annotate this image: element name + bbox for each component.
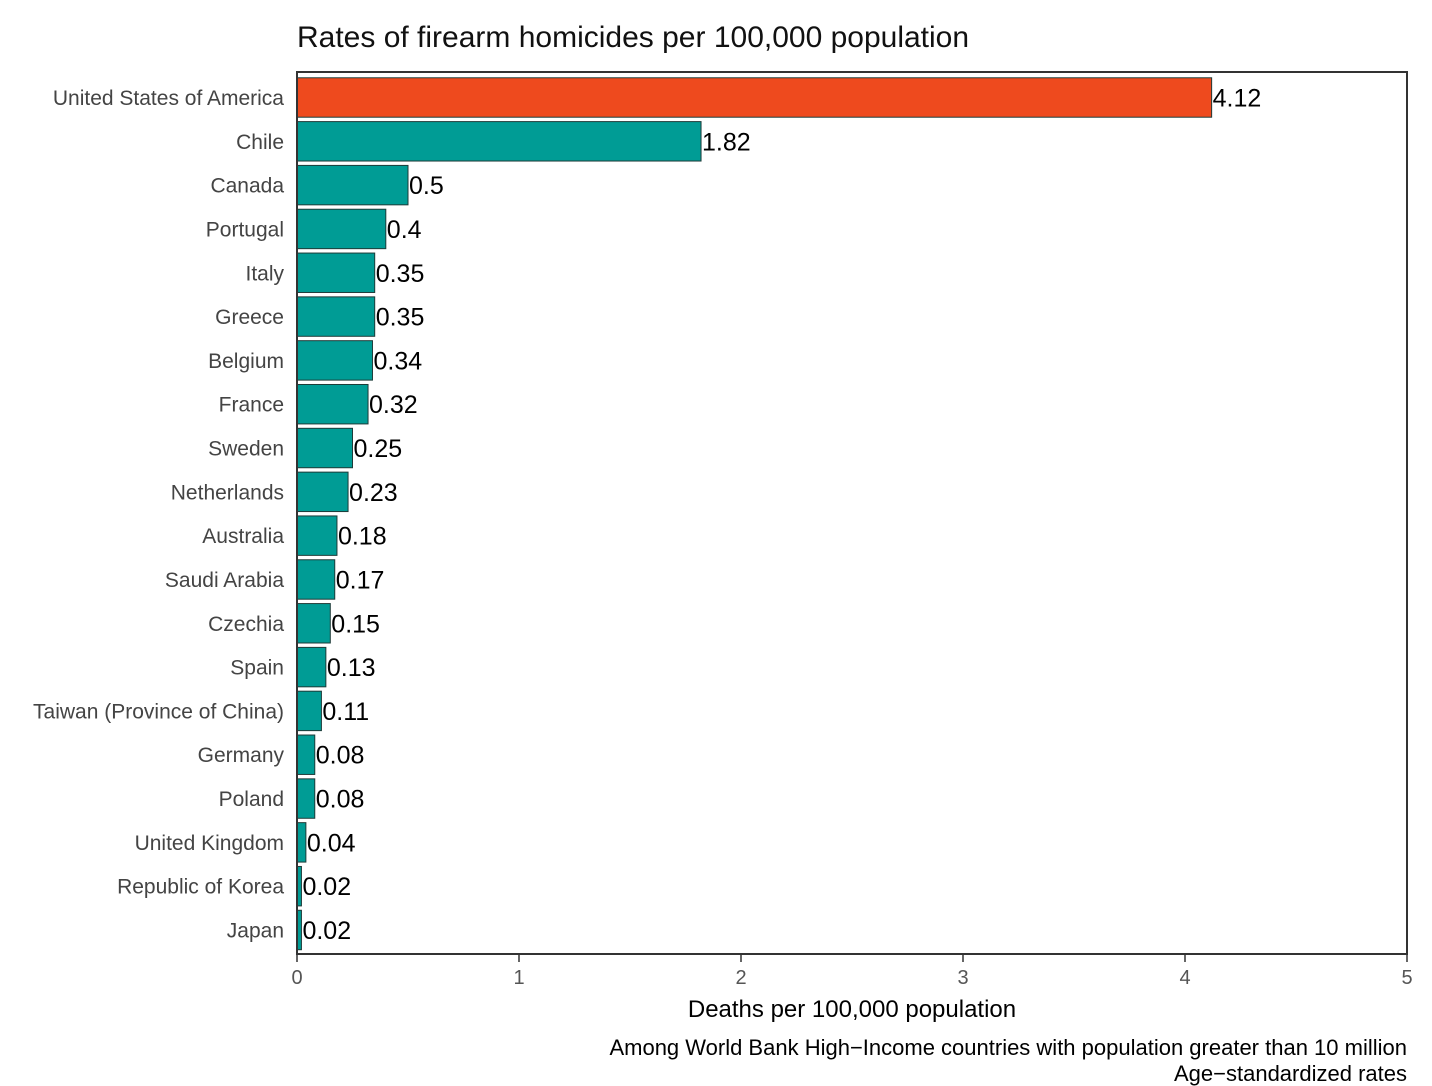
value-label: 0.18: [338, 523, 387, 551]
value-label: 0.08: [316, 786, 365, 814]
bar: [296, 252, 376, 293]
category-label: Chile: [236, 131, 284, 154]
bar: [296, 340, 373, 381]
x-tick-label: 4: [1179, 967, 1190, 989]
bar: [296, 208, 387, 250]
value-label: 0.34: [373, 347, 422, 375]
value-label: 0.13: [327, 654, 376, 682]
bar: [296, 515, 338, 556]
x-tick-label: 2: [735, 967, 746, 989]
category-label: Poland: [219, 788, 284, 811]
category-label: Portugal: [206, 218, 284, 241]
category-label: Taiwan (Province of China): [33, 700, 284, 723]
category-label: Canada: [210, 175, 284, 198]
x-tick-label: 1: [513, 967, 524, 989]
value-label: 0.23: [349, 479, 398, 507]
value-label: 0.15: [331, 610, 380, 638]
bar: [296, 559, 336, 600]
value-label: 0.17: [336, 566, 385, 594]
bar: [296, 603, 331, 644]
bar: [296, 646, 327, 688]
category-label: Germany: [198, 744, 285, 767]
category-label: Greece: [215, 306, 284, 329]
category-label: United States of America: [53, 87, 284, 110]
category-label: Australia: [202, 525, 284, 548]
category-label: Saudi Arabia: [165, 569, 284, 592]
chart-title: Rates of firearm homicides per 100,000 p…: [297, 21, 969, 54]
bar: [296, 822, 307, 863]
value-label: 0.04: [307, 829, 356, 857]
value-label: 0.35: [376, 304, 425, 332]
bar: [296, 164, 409, 206]
value-label: 0.5: [409, 172, 444, 200]
x-axis-ticks: 0 1 2 3 4 5: [291, 954, 1413, 989]
value-label: 0.4: [387, 216, 422, 244]
footnote-age-standardized: Age−standardized rates: [1174, 1061, 1407, 1086]
bar: [296, 383, 369, 425]
value-label: 0.25: [354, 435, 403, 463]
value-label: 0.08: [316, 742, 365, 770]
bar: [296, 778, 316, 819]
category-label: Netherlands: [171, 481, 284, 504]
value-label: 1.82: [702, 128, 751, 156]
x-tick-label: 0: [291, 967, 302, 989]
category-label: Italy: [245, 262, 284, 285]
bars-group: United States of America 4.12 Chile 1.82 Can…: [33, 77, 1262, 951]
value-label: 0.02: [302, 917, 351, 945]
value-label: 4.12: [1213, 85, 1262, 113]
bar: [296, 296, 376, 337]
bar: [296, 471, 349, 513]
category-label: Czechia: [208, 613, 284, 636]
bar: [296, 427, 353, 469]
x-axis-title: Deaths per 100,000 population: [688, 996, 1016, 1023]
value-label: 0.02: [302, 873, 351, 901]
category-label: United Kingdom: [135, 832, 284, 855]
category-label: France: [219, 394, 284, 417]
bar: [296, 690, 322, 732]
value-label: 0.32: [369, 391, 418, 419]
category-label: Japan: [227, 920, 284, 943]
category-label: Belgium: [208, 350, 284, 373]
value-label: 0.35: [376, 260, 425, 288]
value-label: 0.11: [322, 698, 369, 726]
bar: [296, 734, 316, 775]
category-label: Sweden: [208, 438, 284, 461]
plot-frame: [296, 71, 1408, 955]
bar: [296, 121, 702, 162]
footnote-population: Among World Bank High−Income countries w…: [609, 1035, 1407, 1060]
x-tick-label: 3: [957, 967, 968, 989]
x-tick-label: 5: [1401, 967, 1412, 989]
category-label: Republic of Korea: [117, 876, 284, 899]
bar: [296, 77, 1213, 118]
category-label: Spain: [230, 657, 284, 680]
